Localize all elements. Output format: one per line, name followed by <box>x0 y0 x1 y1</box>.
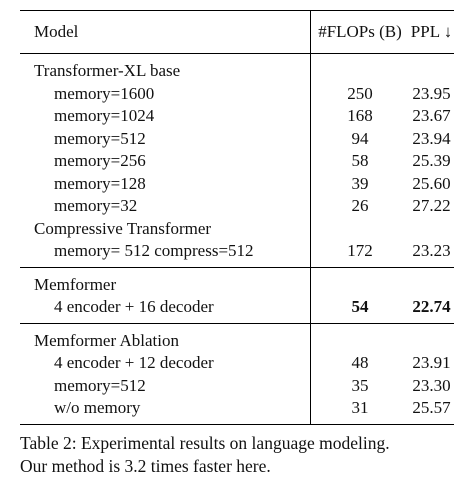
row-label: memory=1024 <box>54 106 155 125</box>
row-label: memory=32 <box>54 196 138 215</box>
row-label: w/o memory <box>54 398 141 417</box>
row-ppl: 23.67 <box>412 106 451 125</box>
group-title-row: Memformer Ablation <box>20 322 454 352</box>
row-label: 4 encoder + 16 decoder <box>54 297 214 316</box>
row-ppl: 27.22 <box>412 196 451 215</box>
group-title: Memformer <box>20 266 311 296</box>
row-label: 4 encoder + 12 decoder <box>54 353 214 372</box>
row-flops: 26 <box>310 195 409 218</box>
row-ppl: 22.74 <box>412 297 451 316</box>
caption-line-2: Our method is 3.2 times faster here. <box>20 456 271 476</box>
row-ppl: 23.95 <box>412 83 451 103</box>
row-label: memory=512 <box>54 375 146 395</box>
table-row: memory=1024 168 23.67 <box>20 105 454 128</box>
group-title-row: Compressive Transformer <box>20 217 454 240</box>
group-title: Transformer-XL base <box>34 61 181 80</box>
table-row: memory=512 35 23.30 <box>20 374 454 397</box>
table-row: w/o memory 31 25.57 <box>20 397 454 424</box>
table-row: memory= 512 compress=512 172 23.23 <box>20 240 454 267</box>
row-label: memory= 512 compress=512 <box>54 241 254 260</box>
row-flops: 168 <box>310 105 409 128</box>
group-title-row: Memformer <box>20 266 454 296</box>
group-title: Compressive Transformer <box>34 218 212 238</box>
row-flops: 250 <box>310 82 409 105</box>
table-row: memory=32 26 27.22 <box>20 195 454 218</box>
row-flops: 172 <box>310 240 409 267</box>
row-label: memory=128 <box>54 173 146 193</box>
caption-line-1: Table 2: Experimental results on languag… <box>20 433 390 453</box>
table-row: memory=256 58 25.39 <box>20 150 454 173</box>
row-ppl: 23.91 <box>412 353 451 372</box>
table-row: 4 encoder + 16 decoder 54 22.74 <box>20 296 454 323</box>
header-flops: #FLOPs (B) <box>310 10 409 54</box>
header-model: Model <box>34 21 79 41</box>
table-caption: Table 2: Experimental results on languag… <box>20 432 460 478</box>
table-header-row: Model #FLOPs (B) PPL ↓ <box>20 10 454 54</box>
table-row: memory=512 94 23.94 <box>20 127 454 150</box>
row-ppl: 23.94 <box>412 128 451 148</box>
row-label: memory=256 <box>54 151 146 170</box>
row-label: memory=1600 <box>54 83 155 103</box>
table-row: 4 encoder + 12 decoder 48 23.91 <box>20 352 454 375</box>
row-ppl: 23.23 <box>412 241 451 260</box>
row-ppl: 23.30 <box>412 375 451 395</box>
row-flops: 94 <box>310 127 409 150</box>
row-flops: 48 <box>310 352 409 375</box>
row-flops: 31 <box>310 397 409 424</box>
header-ppl: PPL ↓ <box>410 21 453 41</box>
group-title-row: Transformer-XL base <box>20 53 454 83</box>
row-flops: 39 <box>310 172 409 195</box>
row-ppl: 25.60 <box>412 173 451 193</box>
row-flops: 35 <box>310 374 409 397</box>
table-row: memory=128 39 25.60 <box>20 172 454 195</box>
row-flops: 54 <box>310 296 409 323</box>
table-row: memory=1600 250 23.95 <box>20 82 454 105</box>
results-table: Model #FLOPs (B) PPL ↓ Transformer-XL ba… <box>20 10 454 425</box>
row-ppl: 25.39 <box>412 151 451 170</box>
row-flops: 58 <box>310 150 409 173</box>
group-title: Memformer Ablation <box>20 322 311 352</box>
row-label: memory=512 <box>54 128 146 148</box>
row-ppl: 25.57 <box>412 398 451 417</box>
